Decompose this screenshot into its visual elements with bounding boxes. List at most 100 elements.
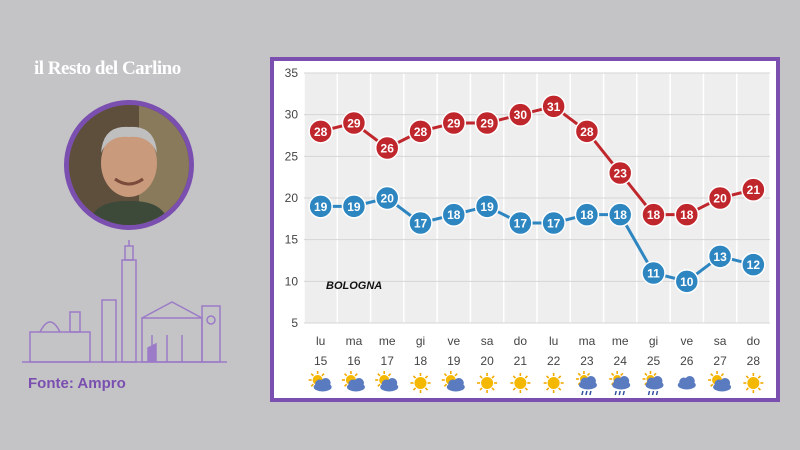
x-day-label: ve — [447, 334, 460, 348]
y-tick-label: 15 — [285, 233, 299, 247]
x-date-label: 25 — [647, 354, 661, 368]
data-point — [574, 202, 600, 227]
data-label: 28 — [580, 125, 594, 139]
data-label: 11 — [647, 267, 660, 281]
data-point — [308, 119, 333, 144]
source-label: Fonte: Ampro — [28, 375, 126, 392]
data-point — [474, 194, 500, 219]
data-point — [641, 260, 666, 286]
sun-icon — [510, 373, 531, 393]
sun-icon — [543, 373, 564, 393]
data-label: 18 — [447, 208, 461, 222]
data-label: 26 — [381, 142, 395, 156]
x-day-label: gi — [649, 334, 658, 348]
x-day-label: me — [612, 334, 629, 348]
x-day-label: lu — [316, 334, 325, 348]
data-point — [741, 252, 766, 277]
x-day-label: gi — [416, 334, 425, 348]
x-date-label: 18 — [414, 354, 428, 368]
data-label: 19 — [314, 200, 328, 214]
sun-cloud-icon — [441, 371, 465, 392]
y-tick-label: 35 — [285, 66, 299, 80]
data-label: 29 — [347, 117, 361, 131]
sun-icon — [410, 373, 431, 393]
x-date-label: 19 — [447, 354, 461, 368]
data-point — [607, 160, 633, 186]
sun-cloud-icon — [708, 371, 732, 392]
y-tick-label: 30 — [285, 108, 299, 122]
x-day-label: do — [514, 334, 528, 348]
data-label: 29 — [480, 117, 494, 131]
data-point — [541, 210, 566, 236]
x-date-label: 26 — [680, 354, 694, 368]
x-day-label: sa — [714, 334, 727, 348]
data-point — [441, 110, 467, 136]
x-date-label: 15 — [314, 354, 328, 368]
x-day-label: do — [747, 334, 761, 348]
data-point — [341, 110, 367, 136]
x-day-label: ma — [346, 334, 363, 348]
x-date-label: 16 — [347, 354, 361, 368]
x-day-label: ve — [680, 334, 693, 348]
data-point — [541, 94, 566, 119]
data-label: 23 — [614, 167, 628, 181]
data-label: 18 — [580, 208, 594, 222]
y-tick-label: 25 — [285, 149, 299, 163]
y-tick-label: 5 — [291, 316, 298, 330]
data-label: 10 — [680, 275, 694, 289]
data-label: 13 — [713, 250, 727, 264]
bologna-skyline-illustration — [22, 240, 232, 370]
x-date-label: 27 — [713, 354, 727, 368]
data-point — [408, 119, 433, 144]
data-point — [474, 110, 500, 136]
x-date-label: 17 — [381, 354, 395, 368]
cloud-icon — [677, 376, 696, 390]
data-label: 31 — [547, 100, 561, 114]
data-point — [674, 269, 700, 294]
rain-icon — [575, 371, 597, 396]
data-label: 18 — [614, 208, 628, 222]
data-label: 12 — [747, 258, 761, 272]
data-label: 28 — [314, 125, 328, 139]
data-label: 19 — [347, 200, 361, 214]
data-point — [741, 177, 766, 202]
x-day-label: me — [379, 334, 396, 348]
data-point — [574, 119, 600, 144]
data-label: 20 — [381, 192, 395, 206]
sun-icon — [477, 373, 498, 393]
data-point — [674, 202, 700, 227]
x-date-label: 22 — [547, 354, 561, 368]
data-point — [707, 244, 733, 269]
data-point — [641, 202, 666, 227]
data-label: 17 — [414, 217, 428, 231]
data-label: 19 — [480, 200, 494, 214]
data-label: 20 — [713, 192, 727, 206]
x-day-label: lu — [549, 334, 558, 348]
data-point — [308, 194, 333, 219]
newspaper-logo: il Resto del Carlino — [34, 58, 181, 79]
rain-icon — [609, 371, 631, 396]
data-point — [374, 135, 400, 161]
x-day-label: ma — [579, 334, 596, 348]
data-point — [374, 185, 400, 211]
data-label: 18 — [647, 208, 661, 222]
rain-icon — [642, 371, 664, 396]
chart-canvas: 5 10 15 20 25 30 35 BOLOGNA 28 29 26 28 29 29 30 31 28 23… — [285, 66, 771, 396]
data-point — [707, 185, 733, 211]
x-day-label: sa — [481, 334, 494, 348]
sun-cloud-icon — [341, 371, 365, 392]
temperature-chart: 5 10 15 20 25 30 35 BOLOGNA 28 29 26 28 29 29 30 31 28 23… — [270, 57, 780, 402]
data-point — [441, 202, 467, 227]
data-label: 28 — [414, 125, 428, 139]
y-tick-label: 20 — [285, 191, 299, 205]
sun-cloud-icon — [375, 371, 399, 392]
data-point — [508, 102, 533, 127]
city-annotation: BOLOGNA — [326, 280, 382, 292]
data-label: 30 — [514, 108, 528, 122]
x-date-label: 28 — [747, 354, 761, 368]
x-date-label: 21 — [514, 354, 528, 368]
sun-icon — [743, 373, 764, 393]
data-label: 21 — [747, 183, 761, 197]
sun-cloud-icon — [308, 371, 332, 392]
data-label: 29 — [447, 117, 461, 131]
